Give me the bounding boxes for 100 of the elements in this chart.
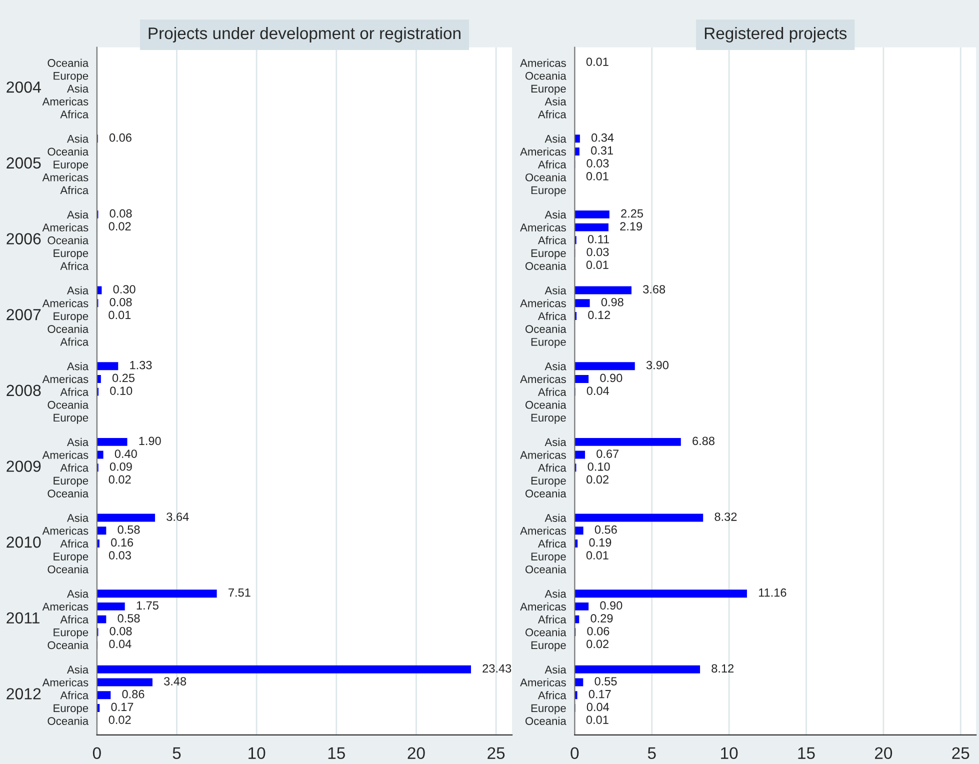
y-tick-label: Africa bbox=[538, 388, 566, 396]
data-label: 0.08 bbox=[110, 298, 132, 306]
y-tick-label: Asia bbox=[544, 210, 566, 219]
data-label: 0.04 bbox=[109, 640, 132, 648]
y-tick-label: Africa bbox=[538, 236, 566, 244]
data-label: 2.25 bbox=[621, 209, 643, 218]
data-label: 0.04 bbox=[586, 702, 610, 712]
y-tick-label: Africa bbox=[60, 262, 89, 270]
data-label: 0.11 bbox=[588, 234, 610, 244]
y-tick-label: Asia bbox=[66, 134, 89, 143]
data-label: 3.64 bbox=[166, 512, 189, 521]
y-tick-label: Americas bbox=[42, 450, 88, 459]
data-label: 0.10 bbox=[110, 386, 132, 395]
y-tick-label: Oceania bbox=[525, 173, 566, 182]
data-label: 0.02 bbox=[586, 640, 608, 648]
y-tick-label: Europe bbox=[531, 476, 566, 487]
y-tick-label: Americas bbox=[520, 58, 566, 67]
y-tick-label: Americas bbox=[42, 173, 88, 182]
y-tick-label: Oceania bbox=[48, 400, 89, 409]
y-tick-label: Americas bbox=[520, 299, 566, 308]
y-tick-label: Oceania bbox=[525, 262, 566, 270]
x-tick-label: 25 bbox=[952, 747, 970, 760]
y-tick-label: Oceania bbox=[48, 324, 89, 333]
y-tick-label: Europe bbox=[54, 704, 88, 714]
data-label: 0.34 bbox=[591, 133, 614, 142]
text: 2005 bbox=[6, 157, 41, 169]
y-tick-label: Europe bbox=[531, 338, 566, 348]
x-tick-label: 10 bbox=[248, 747, 266, 760]
y-tick-label: Africa bbox=[538, 160, 566, 168]
y-tick-label: Africa bbox=[538, 691, 566, 700]
y-tick-label: Europe bbox=[54, 249, 88, 260]
data-label: 0.17 bbox=[111, 702, 134, 712]
data-label: 0.08 bbox=[110, 209, 132, 218]
y-tick-label: Americas bbox=[42, 299, 88, 308]
y-tick-label: Oceania bbox=[48, 489, 89, 498]
data-label: 0.31 bbox=[591, 146, 613, 155]
data-label: 0.08 bbox=[110, 626, 132, 636]
y-tick-label: Europe bbox=[54, 476, 88, 487]
text: 2004 bbox=[6, 81, 41, 93]
y-tick-label: Americas bbox=[42, 374, 88, 384]
y-tick-label: Africa bbox=[60, 338, 89, 346]
y-tick-label: Oceania bbox=[48, 236, 89, 244]
y-tick-label: Oceania bbox=[525, 628, 566, 636]
y-tick-label: Americas bbox=[42, 223, 88, 232]
text: 2006 bbox=[6, 233, 41, 244]
y-tick-label: Africa bbox=[60, 186, 89, 194]
y-tick-label: Asia bbox=[544, 438, 566, 446]
y-tick-label: Europe bbox=[54, 160, 88, 171]
y-tick-label: Oceania bbox=[48, 147, 89, 156]
data-label: 0.06 bbox=[587, 626, 610, 636]
x-tick-label: 15 bbox=[328, 747, 345, 760]
y-tick-label: Africa bbox=[538, 615, 566, 624]
y-tick-label: Africa bbox=[60, 388, 89, 396]
y-tick-label: Africa bbox=[60, 110, 89, 118]
data-label: 1.33 bbox=[130, 360, 152, 370]
data-label: 0.03 bbox=[586, 159, 609, 168]
y-tick-label: Americas bbox=[520, 147, 566, 156]
y-tick-label: Asia bbox=[544, 134, 566, 143]
y-tick-label: Africa bbox=[538, 312, 566, 320]
y-tick-label: Europe bbox=[531, 641, 566, 652]
y-tick-label: Americas bbox=[520, 374, 566, 384]
y-tick-label: Americas bbox=[42, 678, 88, 686]
data-label: 6.88 bbox=[692, 436, 714, 446]
data-label: 0.16 bbox=[111, 538, 134, 547]
chart-title: Projects under development or registration bbox=[148, 26, 460, 42]
y-tick-label: Oceania bbox=[525, 400, 566, 409]
data-label: 2.19 bbox=[620, 222, 642, 230]
x-tick-label: 10 bbox=[721, 747, 738, 760]
y-tick-label: Asia bbox=[544, 514, 566, 522]
data-label: 0.10 bbox=[588, 462, 610, 471]
data-label: 0.12 bbox=[588, 310, 610, 320]
y-tick-label: Africa bbox=[60, 464, 89, 472]
data-label: 0.29 bbox=[590, 614, 613, 622]
data-label: 0.06 bbox=[109, 133, 132, 142]
x-tick-label: 20 bbox=[408, 747, 425, 760]
y-tick-label: Oceania bbox=[48, 640, 89, 650]
y-tick-label: Oceania bbox=[525, 716, 566, 725]
data-label: 0.90 bbox=[600, 601, 622, 610]
y-tick-label: Oceania bbox=[525, 565, 566, 574]
data-label: 0.01 bbox=[586, 172, 608, 180]
data-label: 0.01 bbox=[586, 58, 608, 66]
data-label: 0.67 bbox=[596, 450, 619, 458]
text: 2008 bbox=[6, 384, 41, 396]
y-tick-label: Europe bbox=[531, 704, 566, 714]
data-label: 0.02 bbox=[586, 475, 608, 484]
y-tick-label: Europe bbox=[54, 72, 88, 82]
data-label: 0.56 bbox=[594, 525, 617, 534]
y-tick-label: Asia bbox=[66, 84, 89, 93]
data-label: 0.90 bbox=[600, 374, 622, 382]
y-tick-label: Asia bbox=[66, 286, 89, 294]
data-label: 0.19 bbox=[589, 538, 612, 547]
y-tick-label: Africa bbox=[538, 464, 566, 472]
data-label: 0.55 bbox=[594, 677, 617, 686]
data-label: 7.51 bbox=[228, 588, 250, 597]
data-label: 0.01 bbox=[586, 260, 608, 270]
y-tick-label: Oceania bbox=[525, 72, 566, 80]
y-tick-label: Africa bbox=[60, 615, 89, 624]
data-label: 0.58 bbox=[118, 525, 140, 534]
y-tick-label: Americas bbox=[520, 602, 566, 611]
y-tick-label: Americas bbox=[520, 223, 566, 232]
